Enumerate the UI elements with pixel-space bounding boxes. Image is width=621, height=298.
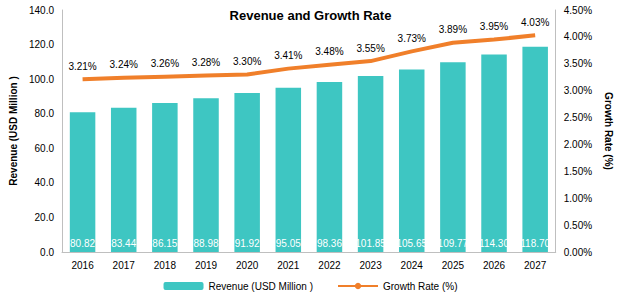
- svg-text:3.55%: 3.55%: [356, 43, 384, 54]
- svg-text:20.0: 20.0: [35, 212, 55, 223]
- svg-text:3.21%: 3.21%: [68, 61, 96, 72]
- svg-text:2018: 2018: [154, 260, 177, 271]
- svg-text:114.30: 114.30: [479, 238, 509, 249]
- svg-text:3.95%: 3.95%: [480, 21, 508, 32]
- svg-text:3.26%: 3.26%: [151, 58, 179, 69]
- svg-text:3.89%: 3.89%: [439, 24, 467, 35]
- svg-text:3.48%: 3.48%: [315, 46, 343, 57]
- svg-text:0.50%: 0.50%: [564, 220, 592, 231]
- svg-text:80.0: 80.0: [35, 108, 55, 119]
- svg-text:2021: 2021: [277, 260, 300, 271]
- svg-text:2.50%: 2.50%: [564, 112, 592, 123]
- svg-text:118.70: 118.70: [520, 238, 550, 249]
- svg-text:109.77: 109.77: [438, 238, 469, 249]
- svg-text:140.0: 140.0: [29, 5, 54, 16]
- svg-text:2026: 2026: [483, 260, 506, 271]
- svg-text:88.98: 88.98: [193, 238, 218, 249]
- svg-text:91.92: 91.92: [235, 238, 260, 249]
- svg-text:1.00%: 1.00%: [564, 193, 592, 204]
- svg-text:3.00%: 3.00%: [564, 85, 592, 96]
- svg-text:95.05: 95.05: [276, 238, 301, 249]
- svg-text:2016: 2016: [71, 260, 94, 271]
- svg-text:2025: 2025: [442, 260, 465, 271]
- svg-text:2.00%: 2.00%: [564, 139, 592, 150]
- svg-text:60.0: 60.0: [35, 143, 55, 154]
- svg-text:98.36: 98.36: [317, 238, 342, 249]
- svg-text:0.00%: 0.00%: [564, 247, 592, 258]
- svg-text:Revenue and Growth Rate: Revenue and Growth Rate: [230, 8, 392, 23]
- svg-text:Revenue (USD Million ): Revenue (USD Million ): [8, 76, 19, 185]
- svg-text:101.85: 101.85: [355, 238, 386, 249]
- svg-text:4.03%: 4.03%: [521, 17, 549, 28]
- svg-text:2023: 2023: [359, 260, 382, 271]
- svg-text:3.73%: 3.73%: [398, 33, 426, 44]
- svg-text:Growth Rate (%): Growth Rate (%): [603, 92, 614, 170]
- svg-text:0.0: 0.0: [40, 247, 54, 258]
- svg-text:Revenue (USD Million ): Revenue (USD Million ): [209, 281, 313, 292]
- svg-text:100.0: 100.0: [29, 74, 54, 85]
- svg-text:80.82: 80.82: [70, 238, 95, 249]
- svg-text:2022: 2022: [318, 260, 341, 271]
- svg-text:2019: 2019: [195, 260, 218, 271]
- svg-text:120.0: 120.0: [29, 39, 54, 50]
- svg-text:3.41%: 3.41%: [274, 50, 302, 61]
- svg-text:3.30%: 3.30%: [233, 56, 261, 67]
- svg-text:2027: 2027: [524, 260, 547, 271]
- svg-text:40.0: 40.0: [35, 177, 55, 188]
- svg-text:3.50%: 3.50%: [564, 58, 592, 69]
- svg-text:2017: 2017: [113, 260, 136, 271]
- svg-text:3.28%: 3.28%: [192, 57, 220, 68]
- svg-text:1.50%: 1.50%: [564, 166, 592, 177]
- svg-text:Growth Rate (%): Growth Rate (%): [383, 281, 457, 292]
- svg-text:4.50%: 4.50%: [564, 5, 592, 16]
- svg-text:105.65: 105.65: [396, 238, 427, 249]
- svg-text:86.15: 86.15: [152, 238, 177, 249]
- svg-text:83.44: 83.44: [111, 238, 136, 249]
- svg-text:3.24%: 3.24%: [110, 59, 138, 70]
- svg-text:2020: 2020: [236, 260, 259, 271]
- svg-text:4.00%: 4.00%: [564, 31, 592, 42]
- svg-text:2024: 2024: [401, 260, 424, 271]
